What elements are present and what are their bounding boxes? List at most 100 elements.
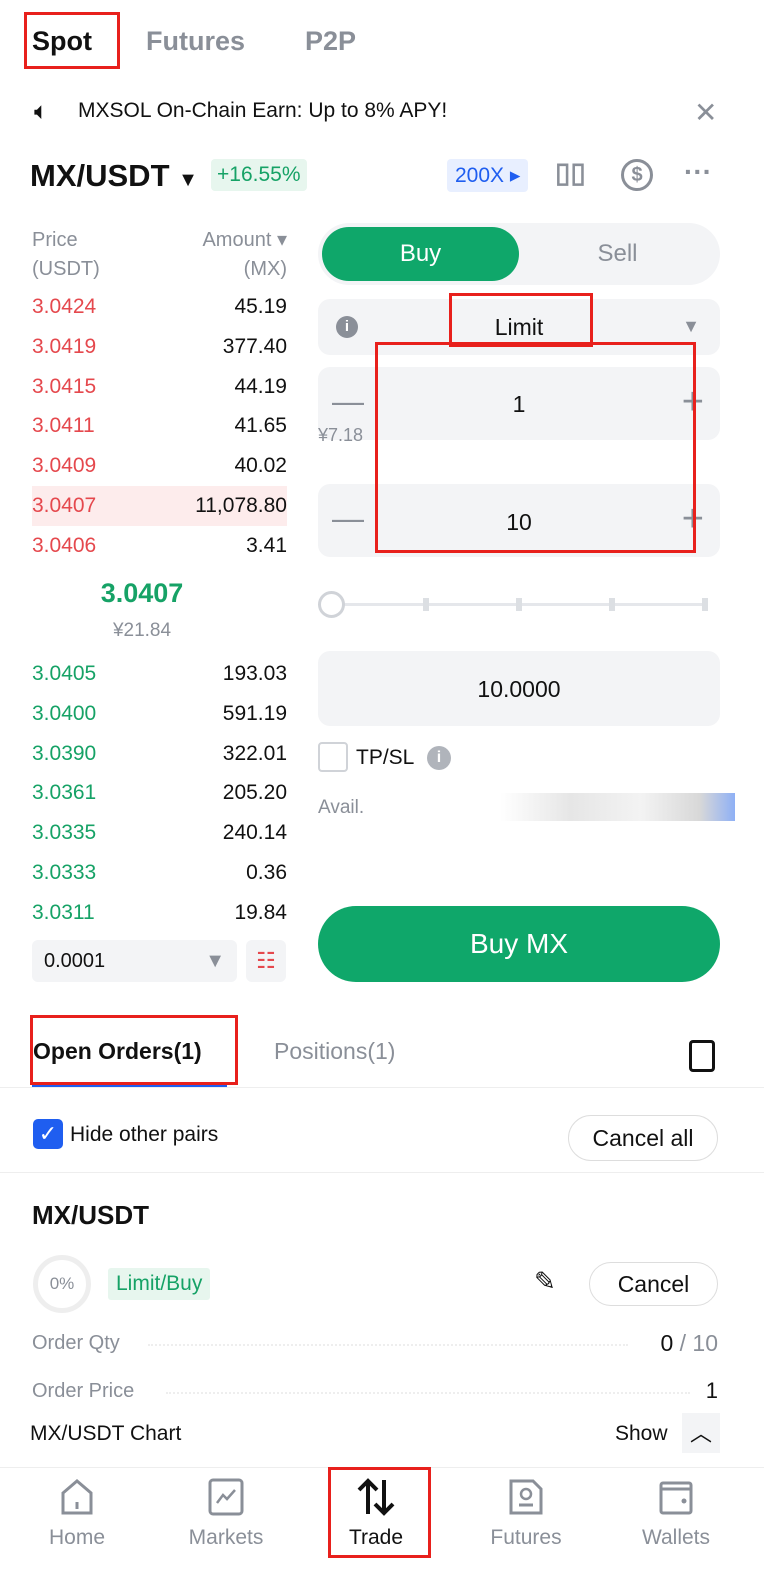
candlestick-icon[interactable]: ▯▯ xyxy=(555,157,586,188)
bid-amount: 0.36 xyxy=(246,861,287,884)
bid-row[interactable]: 3.0311 19.84 xyxy=(32,893,287,933)
bid-amount: 19.84 xyxy=(234,900,287,924)
bid-price: 3.0335 xyxy=(32,821,97,845)
ask-amount: 11,078.80 xyxy=(195,494,287,517)
chart-bar[interactable]: MX/USDT Chart Show ︿ xyxy=(0,1400,764,1468)
precision-select[interactable]: 0.0001 ▼ xyxy=(32,940,237,982)
tab-futures[interactable]: Futures xyxy=(146,26,246,56)
ask-row[interactable]: 3.0409 40.02 xyxy=(32,446,287,486)
amount-slider[interactable] xyxy=(318,591,708,618)
edit-icon[interactable]: ✎ xyxy=(534,1266,556,1296)
ask-price: 3.0409 xyxy=(32,454,97,478)
order-history-icon[interactable] xyxy=(689,1040,715,1072)
ask-row[interactable]: 3.0406 3.41 xyxy=(32,526,287,566)
tab-open-orders[interactable]: Open Orders(1) xyxy=(33,1038,202,1064)
bid-amount: 193.03 xyxy=(222,662,287,685)
plus-icon[interactable]: + xyxy=(681,381,704,423)
amount-header[interactable]: Amount ▾ (MX) xyxy=(202,229,287,280)
ask-price: 3.0406 xyxy=(32,533,97,557)
price-input[interactable]: — 1 + xyxy=(318,367,720,440)
bid-price: 3.0361 xyxy=(32,781,97,805)
nav-markets[interactable]: Markets xyxy=(166,1478,286,1550)
hide-other-pairs-label: Hide other pairs xyxy=(70,1123,219,1146)
bid-price: 3.0311 xyxy=(32,900,95,924)
ask-amount: 3.41 xyxy=(246,533,287,557)
bid-row[interactable]: 3.0400 591.19 xyxy=(32,694,287,734)
nav-trade[interactable]: Trade xyxy=(316,1478,436,1550)
ask-price: 3.0424 xyxy=(32,295,97,318)
order-type-value: Limit xyxy=(494,314,544,340)
ask-row[interactable]: 3.0415 44.19 xyxy=(32,367,287,407)
avail-label: Avail. xyxy=(318,797,365,818)
bid-price: 3.0333 xyxy=(32,861,97,884)
price-cny: ¥7.18 xyxy=(318,425,364,445)
amount-input[interactable]: — 10 + xyxy=(318,484,720,557)
bid-price: 3.0390 xyxy=(32,741,97,765)
last-price: 3.0407 xyxy=(100,578,184,608)
ask-row[interactable]: 3.0411 41.65 xyxy=(32,406,287,446)
slider-handle[interactable] xyxy=(318,591,345,618)
sell-tab[interactable]: Sell xyxy=(597,240,638,267)
nav-home[interactable]: Home xyxy=(17,1478,137,1550)
nav-wallets[interactable]: Wallets xyxy=(616,1478,736,1550)
bid-amount: 322.01 xyxy=(222,741,287,765)
hide-other-pairs-checkbox[interactable]: ✓ xyxy=(33,1119,63,1149)
bid-row[interactable]: 3.0333 0.36 xyxy=(32,853,287,893)
last-price-cny: ¥21.84 xyxy=(112,620,172,641)
ask-row[interactable]: 3.0419 377.40 xyxy=(32,327,287,367)
markets-icon xyxy=(208,1478,244,1516)
info-icon[interactable]: i xyxy=(427,746,451,770)
ask-amount: 45.19 xyxy=(234,295,287,318)
leverage-button[interactable]: 200X ▸ xyxy=(447,159,529,192)
order-type-badge: Limit/Buy xyxy=(108,1268,211,1300)
change-badge: +16.55% xyxy=(211,159,307,191)
cancel-order-button[interactable]: Cancel xyxy=(589,1262,718,1306)
order-pair: MX/USDT xyxy=(32,1200,149,1230)
dollar-icon[interactable]: $ xyxy=(621,159,653,191)
chart-label: MX/USDT Chart xyxy=(30,1422,182,1445)
bid-row[interactable]: 3.0405 193.03 xyxy=(32,654,287,694)
tab-spot[interactable]: Spot xyxy=(32,26,92,56)
nav-futures[interactable]: Futures xyxy=(466,1478,586,1550)
tab-p2p[interactable]: P2P xyxy=(305,26,357,56)
ask-row[interactable]: 3.0424 45.19 xyxy=(32,287,287,327)
wallet-icon xyxy=(659,1481,693,1515)
caret-down-icon: ▼ xyxy=(178,169,198,191)
minus-icon[interactable]: — xyxy=(332,383,364,419)
chevron-up-icon[interactable]: ︿ xyxy=(682,1413,720,1453)
pair-selector[interactable]: MX/USDT ▼ xyxy=(30,158,198,194)
total-input[interactable]: 10.0000 xyxy=(318,651,720,726)
bid-amount: 591.19 xyxy=(222,701,287,725)
depth-view-icon[interactable]: ☷ xyxy=(246,940,286,982)
bid-amount: 205.20 xyxy=(222,781,287,805)
tpsl-label: TP/SL xyxy=(356,746,415,769)
ask-amount: 40.02 xyxy=(234,454,287,478)
banner-text[interactable]: MXSOL On-Chain Earn: Up to 8% APY! xyxy=(78,99,448,122)
more-icon[interactable]: ··· xyxy=(684,156,712,187)
bid-row[interactable]: 3.0361 205.20 xyxy=(32,773,287,813)
bid-row[interactable]: 3.0390 322.01 xyxy=(32,734,287,774)
trade-arrows-icon xyxy=(357,1478,395,1516)
pair-name: MX/USDT xyxy=(30,158,170,193)
show-chart-button[interactable]: Show xyxy=(615,1422,668,1445)
cancel-all-button[interactable]: Cancel all xyxy=(568,1115,718,1161)
close-icon[interactable]: ✕ xyxy=(694,97,718,128)
ask-price: 3.0419 xyxy=(32,334,97,358)
info-icon[interactable]: i xyxy=(336,316,358,338)
tpsl-checkbox[interactable] xyxy=(318,742,348,772)
order-price-label: Order Price xyxy=(32,1380,135,1402)
tab-positions[interactable]: Positions(1) xyxy=(274,1038,396,1064)
bid-price: 3.0400 xyxy=(32,701,97,725)
minus-icon[interactable]: — xyxy=(332,500,364,536)
ask-amount: 377.40 xyxy=(222,334,287,358)
bid-row[interactable]: 3.0335 240.14 xyxy=(32,813,287,853)
buy-tab[interactable]: Buy xyxy=(322,227,519,281)
plus-icon[interactable]: + xyxy=(681,498,704,540)
speaker-icon: 🔈︎ xyxy=(34,98,49,125)
futures-icon xyxy=(509,1479,543,1515)
ask-price: 3.0407 xyxy=(32,494,97,517)
buy-mx-button[interactable]: Buy MX xyxy=(318,906,720,982)
amount-value: 10 xyxy=(506,509,532,535)
ask-row[interactable]: 3.0407 11,078.80 xyxy=(32,486,287,526)
order-type-select[interactable]: i Limit ▼ xyxy=(318,299,720,355)
